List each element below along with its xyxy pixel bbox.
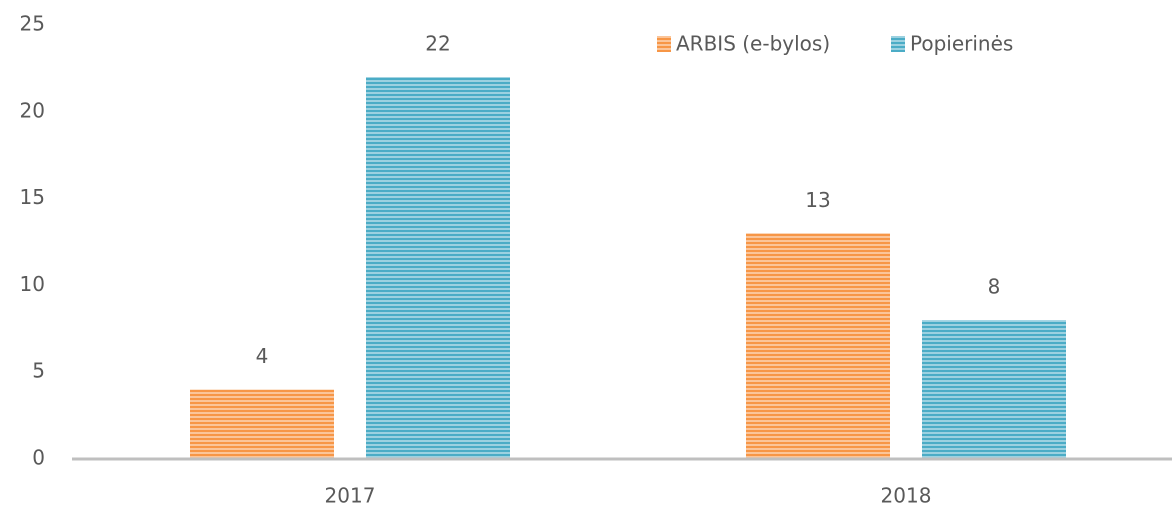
legend-swatch — [891, 36, 905, 52]
y-tick-label: 5 — [32, 359, 45, 383]
legend-label: Popierinės — [910, 32, 1013, 56]
y-tick-label: 20 — [20, 98, 45, 122]
legend-swatch — [657, 36, 671, 52]
y-tick-label: 0 — [32, 446, 45, 470]
value-label: 22 — [425, 32, 450, 56]
y-tick-label: 25 — [20, 12, 45, 36]
y-tick-label: 15 — [20, 185, 45, 209]
bar — [746, 233, 890, 459]
y-tick-label: 10 — [20, 272, 45, 296]
value-label: 8 — [988, 275, 1001, 299]
bar — [366, 77, 510, 459]
bar — [190, 389, 334, 459]
value-label: 4 — [256, 344, 269, 368]
legend-label: ARBIS (e-bylos) — [676, 32, 830, 56]
value-label: 13 — [805, 188, 830, 212]
x-tick-label: 2018 — [881, 484, 932, 508]
x-tick-label: 2017 — [325, 484, 376, 508]
bar — [922, 320, 1066, 459]
